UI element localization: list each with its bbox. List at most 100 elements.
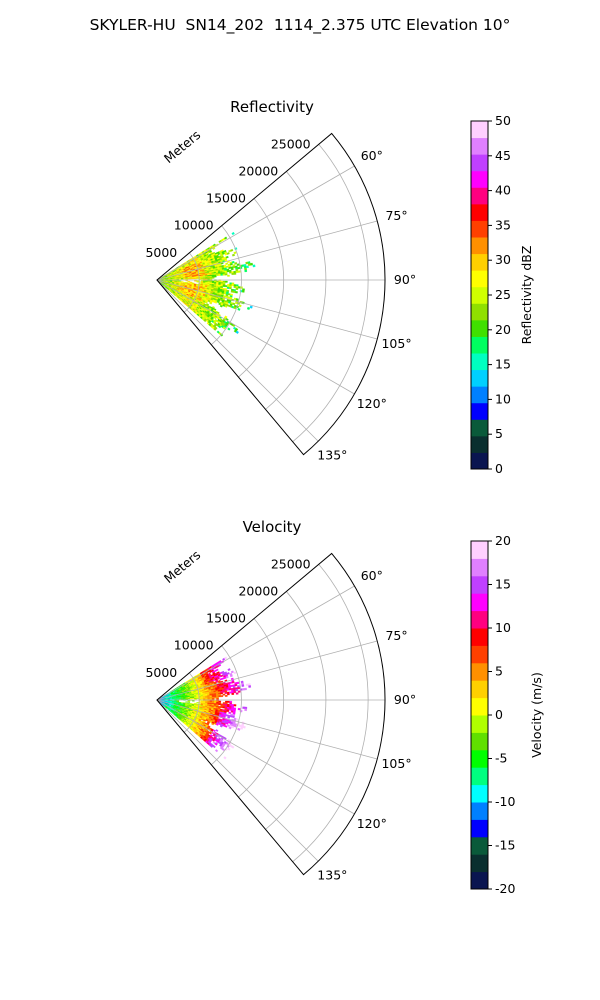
colorbar-tick-label: 10 [495,391,511,406]
colorbar-segment [471,203,488,221]
azimuth-tick-label: 135° [317,447,347,462]
velocity-colorbar: -20 -15 -10 -5 0 5 10 15 20 [470,533,515,896]
azimuth-spoke [156,640,378,701]
colorbar-tick-label: 45 [495,148,511,163]
colorbar-segment [471,402,488,420]
sector-outline [156,552,386,876]
colorbar-tick-label: -10 [495,794,515,809]
colorbar-segment [471,715,488,733]
colorbar-segment [471,270,488,288]
velocity-colorbar-label: Velocity (m/s) [529,672,544,758]
colorbar-segment [471,386,488,404]
range-ring [292,144,369,443]
range-ring [211,225,242,345]
azimuth-spoke [156,699,355,815]
azimuth-tick-label: 75° [385,208,407,223]
colorbar-segment [471,645,488,664]
colorbar-segment [471,369,488,387]
colorbar-tick-label: 15 [495,357,511,372]
azimuth-tick-label: 120° [357,396,387,411]
colorbar-segment [471,784,488,803]
velocity-title: Velocity [243,518,302,536]
colorbar-segment [471,237,488,255]
azimuth-tick-label: 60° [361,568,383,583]
reflectivity-range-ticks: 5000 10000 15000 20000 25000 [145,136,310,260]
colorbar-tick-label: -15 [495,838,515,853]
reflectivity-azimuth-ticks: 60° 75° 90° 105° 120° 135° [317,148,416,462]
azimuth-spoke [156,279,378,340]
colorbar-tick-label: 35 [495,217,511,232]
azimuth-spoke [156,220,378,281]
colorbar-tick-label: 15 [495,577,511,592]
colorbar-segment [471,452,488,470]
range-tick-label: 10000 [174,638,214,653]
colorbar-segment [471,697,488,716]
colorbar-segment [471,871,488,890]
colorbar-segment [471,732,488,751]
colorbar-segment [471,558,488,577]
range-tick-label: 25000 [271,136,311,151]
colorbar-segment [471,610,488,629]
range-ring [238,618,285,798]
range-ring [265,171,327,410]
azimuth-spoke [156,699,378,760]
colorbar-segment [471,187,488,205]
range-tick-label: 5000 [145,665,177,680]
azimuth-tick-label: 75° [385,628,407,643]
range-ring [292,564,369,863]
range-tick-label: 5000 [145,245,177,260]
azimuth-spoke [156,279,319,442]
azimuth-tick-label: 60° [361,148,383,163]
range-tick-label: 25000 [271,556,311,571]
colorbar-tick-label: 10 [495,620,511,635]
azimuth-tick-label: 90° [394,272,416,287]
colorbar-tick-label: -20 [495,881,515,896]
reflectivity-range-label: Meters [161,127,203,166]
colorbar-segment [471,854,488,873]
colorbar-segment [471,319,488,337]
azimuth-tick-label: 105° [381,336,411,351]
azimuth-tick-label: 120° [357,816,387,831]
reflectivity-title: Reflectivity [230,98,314,116]
velocity-range-label: Meters [161,547,203,586]
colorbar-segment [471,680,488,699]
velocity-azimuth-ticks: 60° 75° 90° 105° 120° 135° [317,568,416,882]
colorbar-segment [471,303,488,321]
reflectivity-colorbar-label: Reflectivity dBZ [519,246,534,345]
colorbar-segment [471,154,488,172]
colorbar-tick-label: 25 [495,287,511,302]
colorbar-segment [471,836,488,855]
colorbar-segment [471,541,488,559]
azimuth-spoke [156,279,355,395]
azimuth-spoke [156,699,319,862]
reflectivity-grid [156,132,386,456]
colorbar-segment [471,336,488,354]
range-tick-label: 20000 [238,583,278,598]
colorbar-segment [471,253,488,271]
colorbar-tick-label: 40 [495,183,511,198]
colorbar-tick-label: 20 [495,322,511,337]
colorbar-tick-label: 30 [495,252,511,267]
colorbar-tick-label: -5 [495,751,507,766]
range-ring [211,645,242,765]
colorbar-tick-label: 5 [495,426,503,441]
colorbar-segment [471,435,488,453]
colorbar-segment [471,767,488,786]
figure-title: SKYLER-HU SN14_202 1114_2.375 UTC Elevat… [89,16,511,34]
reflectivity-panel: Reflectivity 5000 10000 15000 20000 25000 Me… [145,98,534,476]
colorbar-segment [471,137,488,155]
range-ring [265,591,327,830]
velocity-grid [156,552,386,876]
velocity-field [157,656,252,760]
colorbar-segment [471,170,488,188]
colorbar-tick-label: 50 [495,113,511,128]
colorbar-tick-label: 0 [495,461,503,476]
range-tick-label: 15000 [206,611,246,626]
colorbar-segment [471,749,488,768]
colorbar-segment [471,286,488,304]
colorbar-tick-label: 5 [495,664,503,679]
velocity-panel: Velocity 5000 10000 15000 20000 25000 Meters… [145,518,544,896]
colorbar-segment [471,802,488,820]
range-tick-label: 15000 [206,191,246,206]
